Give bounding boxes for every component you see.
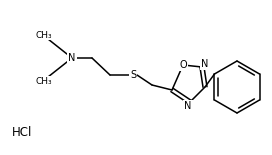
Text: O: O <box>179 60 187 70</box>
Text: HCl: HCl <box>12 126 32 140</box>
Text: S: S <box>130 70 136 80</box>
Text: CH₃: CH₃ <box>36 77 52 86</box>
Text: N: N <box>184 101 192 111</box>
Text: CH₃: CH₃ <box>36 31 52 40</box>
Text: N: N <box>68 53 76 63</box>
Text: N: N <box>201 59 209 69</box>
